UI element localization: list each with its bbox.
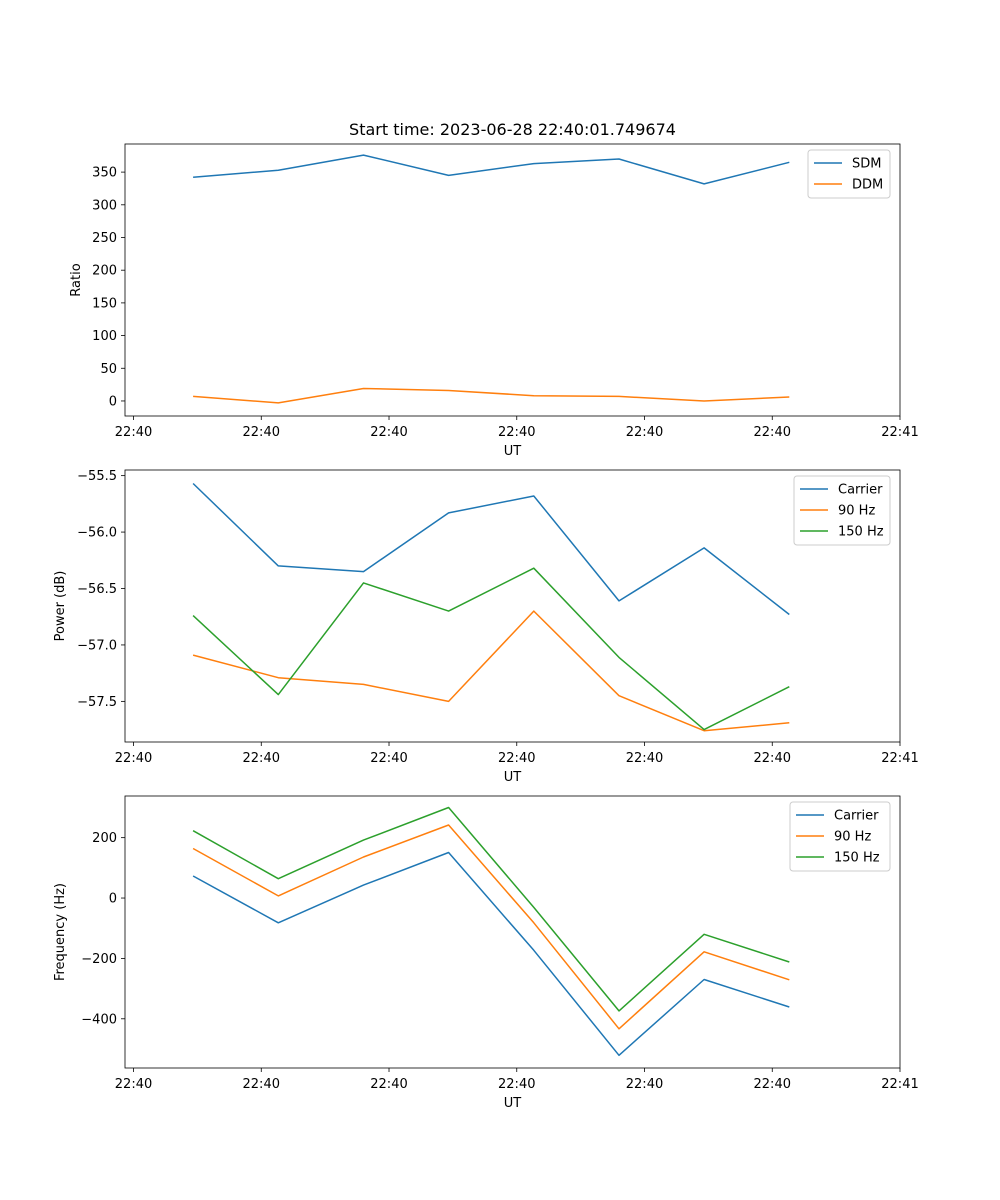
x-axis-label: UT — [504, 444, 522, 459]
x-tick-label: 22:40 — [243, 425, 280, 440]
y-tick-label: −57.5 — [77, 695, 117, 710]
series-line-90-hz — [192, 824, 790, 1030]
x-tick-label: 22:41 — [881, 425, 918, 440]
plot-frame — [124, 469, 901, 743]
x-tick-label: 22:40 — [498, 1077, 535, 1092]
x-tick-label: 22:40 — [370, 751, 407, 766]
legend: Carrier 90 Hz 150 Hz — [793, 475, 891, 546]
x-tick-label: 22:41 — [881, 1077, 918, 1092]
y-tick-label: 200 — [92, 831, 117, 846]
y-axis-label: Ratio — [69, 263, 84, 296]
x-tick-label: 22:40 — [626, 1077, 663, 1092]
chart-panel-1: Start time: 2023-06-28 22:40:01.749674 22… — [69, 120, 919, 459]
legend: Carrier 90 Hz 150 Hz — [789, 801, 891, 872]
legend-box — [807, 149, 891, 199]
y-tick-label: −57.0 — [77, 638, 117, 653]
x-tick-label: 22:40 — [626, 751, 663, 766]
x-tick-label: 22:40 — [115, 1077, 152, 1092]
y-tick-label: −200 — [81, 952, 117, 967]
series-line-sdm — [193, 154, 790, 185]
legend-box — [789, 801, 891, 872]
x-tick-label: 22:40 — [115, 425, 152, 440]
legend-entry: 150 Hz — [834, 851, 880, 866]
x-tick-label: 22:40 — [754, 751, 791, 766]
x-tick-label: 22:40 — [754, 425, 791, 440]
y-tick-label: −56.5 — [77, 582, 117, 597]
y-tick-label: 350 — [92, 166, 117, 181]
y-tick-label: 150 — [92, 296, 117, 311]
y-tick-label: 0 — [109, 394, 117, 409]
y-tick-label: 250 — [92, 231, 117, 246]
chart-panel-3: 22:40 22:40 22:40 22:40 22:40 22:40 22:41 UT 200… — [53, 795, 919, 1111]
y-tick-label: −55.5 — [77, 469, 117, 484]
y-tick-label: 0 — [109, 892, 117, 907]
x-axis-label: UT — [504, 770, 522, 785]
y-axis-label: Power (dB) — [53, 571, 68, 642]
plot-frame — [124, 143, 901, 417]
y-tick-label: −400 — [81, 1012, 117, 1027]
legend-entry: 90 Hz — [838, 504, 875, 519]
x-tick-label: 22:40 — [115, 751, 152, 766]
y-tick-label: −56.0 — [77, 526, 117, 541]
chart-panel-2: 22:40 22:40 22:40 22:40 22:40 22:40 22:41 UT −55… — [53, 469, 919, 785]
x-tick-label: 22:40 — [243, 751, 280, 766]
legend-entry: DDM — [852, 178, 883, 193]
x-tick-label: 22:40 — [370, 1077, 407, 1092]
x-tick-label: 22:40 — [754, 1077, 791, 1092]
legend-entry: 150 Hz — [838, 525, 884, 540]
series-line-150-hz — [192, 567, 790, 731]
x-tick-label: 22:40 — [243, 1077, 280, 1092]
x-tick-label: 22:41 — [881, 751, 918, 766]
legend-entry: Carrier — [834, 809, 879, 824]
y-tick-label: 200 — [92, 264, 117, 279]
x-tick-label: 22:40 — [498, 751, 535, 766]
x-tick-label: 22:40 — [626, 425, 663, 440]
series-line-90-hz — [192, 610, 790, 732]
legend-box — [793, 475, 891, 546]
legend-entry: SDM — [852, 157, 881, 172]
y-tick-label: 100 — [92, 329, 117, 344]
y-axis-label: Frequency (Hz) — [53, 883, 68, 981]
series-line-ddm — [193, 387, 790, 404]
series-line-carrier — [192, 851, 790, 1057]
series-line-150-hz — [192, 806, 790, 1012]
x-tick-label: 22:40 — [370, 425, 407, 440]
legend-entry: Carrier — [838, 483, 883, 498]
legend: SDM DDM — [807, 149, 891, 199]
y-tick-label: 300 — [92, 198, 117, 213]
legend-entry: 90 Hz — [834, 830, 871, 845]
series-line-carrier — [192, 482, 790, 616]
plot-frame — [124, 795, 901, 1069]
x-tick-label: 22:40 — [498, 425, 535, 440]
y-tick-label: 50 — [100, 362, 117, 377]
chart-title: Start time: 2023-06-28 22:40:01.749674 — [349, 120, 676, 139]
x-axis-label: UT — [504, 1096, 522, 1111]
